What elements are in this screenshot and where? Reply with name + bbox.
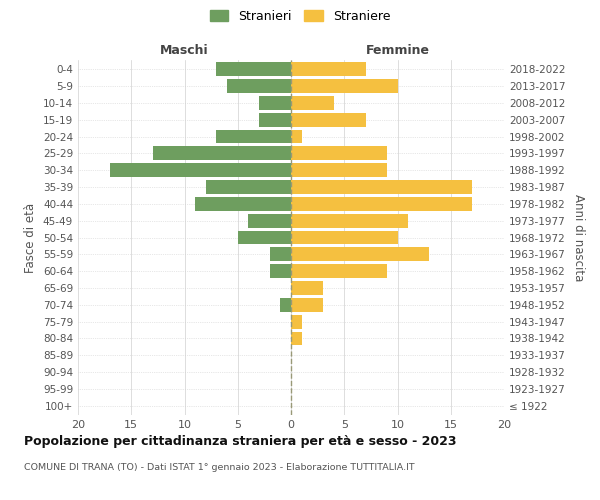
Bar (291, 248, 430, 261)
Bar (291, 180, 472, 194)
Bar (291, 230, 398, 244)
Bar (291, 298, 323, 312)
Bar (280, 298, 291, 312)
Bar (291, 264, 387, 278)
Text: Femmine: Femmine (365, 44, 430, 58)
Bar (291, 96, 334, 110)
Bar (217, 62, 291, 76)
Bar (291, 62, 365, 76)
Bar (291, 197, 472, 210)
Y-axis label: Anni di nascita: Anni di nascita (572, 194, 585, 281)
Bar (227, 79, 291, 93)
Bar (270, 248, 291, 261)
Bar (206, 180, 291, 194)
Legend: Stranieri, Straniere: Stranieri, Straniere (206, 6, 394, 26)
Text: Popolazione per cittadinanza straniera per età e sesso - 2023: Popolazione per cittadinanza straniera p… (24, 435, 457, 448)
Bar (259, 113, 291, 126)
Text: Maschi: Maschi (160, 44, 209, 58)
Y-axis label: Fasce di età: Fasce di età (25, 202, 37, 272)
Text: COMUNE DI TRANA (TO) - Dati ISTAT 1° gennaio 2023 - Elaborazione TUTTITALIA.IT: COMUNE DI TRANA (TO) - Dati ISTAT 1° gen… (24, 462, 415, 471)
Bar (291, 130, 302, 143)
Bar (291, 113, 365, 126)
Bar (291, 214, 408, 228)
Bar (110, 164, 291, 177)
Bar (248, 214, 291, 228)
Bar (238, 230, 291, 244)
Bar (291, 314, 302, 328)
Bar (291, 281, 323, 295)
Bar (152, 146, 291, 160)
Bar (291, 332, 302, 345)
Bar (291, 79, 398, 93)
Bar (259, 96, 291, 110)
Bar (270, 264, 291, 278)
Bar (291, 146, 387, 160)
Bar (217, 130, 291, 143)
Bar (195, 197, 291, 210)
Bar (291, 164, 387, 177)
